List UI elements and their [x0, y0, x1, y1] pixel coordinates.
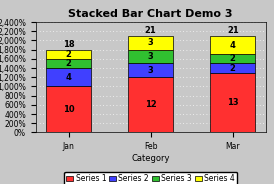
Text: 2: 2	[230, 54, 236, 63]
Bar	[128, 36, 173, 50]
Text: 10: 10	[63, 105, 75, 114]
Title: Stacked Bar Chart Demo 3: Stacked Bar Chart Demo 3	[68, 8, 233, 19]
Text: 21: 21	[227, 26, 239, 35]
Bar	[46, 50, 91, 59]
Text: 4: 4	[66, 73, 72, 82]
Text: 2: 2	[66, 50, 72, 59]
Bar	[210, 54, 255, 63]
Bar	[46, 68, 91, 86]
Bar	[128, 63, 173, 77]
Bar	[46, 86, 91, 132]
Bar	[210, 73, 255, 132]
Bar	[128, 50, 173, 63]
Bar	[210, 36, 255, 54]
Bar	[46, 59, 91, 68]
Text: 2: 2	[66, 59, 72, 68]
Text: 18: 18	[63, 40, 75, 49]
Bar	[210, 63, 255, 73]
Text: 2: 2	[230, 64, 236, 72]
Text: 4: 4	[230, 41, 236, 49]
Text: 3: 3	[148, 52, 153, 61]
Text: 21: 21	[145, 26, 156, 35]
Text: 3: 3	[148, 66, 153, 75]
X-axis label: Category: Category	[132, 154, 170, 163]
Bar	[128, 77, 173, 132]
Text: 13: 13	[227, 98, 239, 107]
Text: 3: 3	[148, 38, 153, 47]
Legend: Series 1, Series 2, Series 3, Series 4: Series 1, Series 2, Series 3, Series 4	[64, 172, 237, 184]
Text: 12: 12	[145, 100, 156, 109]
